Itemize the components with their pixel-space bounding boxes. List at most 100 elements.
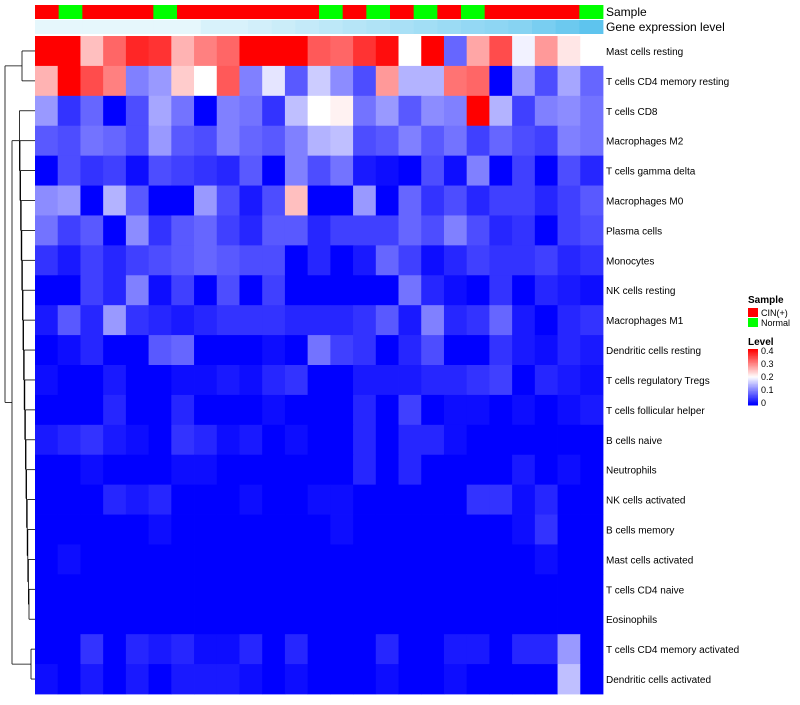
expression-annotation-cell (342, 20, 367, 34)
heatmap-cell (557, 305, 581, 336)
heatmap-cell (421, 185, 445, 216)
heatmap-cell (194, 36, 218, 67)
heatmap-cell (35, 215, 59, 246)
heatmap-cell (216, 275, 240, 306)
sample-annotation-cell (461, 5, 486, 19)
heatmap-cell (194, 604, 218, 635)
heatmap-cell (216, 514, 240, 545)
heatmap-cell (194, 454, 218, 486)
legend-sample-title: Sample (748, 295, 784, 306)
heatmap-cell (557, 424, 581, 456)
heatmap-cell (534, 634, 558, 665)
heatmap-cell (35, 365, 59, 396)
heatmap-cell (80, 634, 104, 665)
heatmap-cell (398, 185, 422, 216)
heatmap-cell (307, 215, 331, 246)
heatmap-cell (489, 484, 513, 515)
legend-gradient-step (748, 363, 758, 365)
heatmap-cell (262, 305, 286, 336)
heatmap-cell (375, 574, 399, 605)
heatmap-cell (307, 574, 331, 605)
heatmap-cell (284, 574, 309, 605)
heatmap-cell (443, 574, 468, 605)
heatmap-cell (171, 305, 195, 336)
heatmap-cell (103, 365, 127, 396)
heatmap-cell (239, 245, 263, 276)
heatmap-cell (466, 365, 490, 396)
heatmap-cell (353, 185, 377, 216)
expression-annotation-cell (366, 20, 391, 34)
heatmap-cell (398, 36, 422, 67)
heatmap-cell (466, 245, 490, 276)
heatmap-cell (57, 454, 81, 486)
legend-gradient-step (748, 360, 758, 363)
expression-annotation-cell (248, 20, 273, 34)
row-label: Monocytes (606, 256, 654, 267)
heatmap-cell (466, 335, 490, 366)
heatmap-cell (35, 36, 59, 67)
heatmap-cell (103, 574, 127, 605)
row-label: T cells follicular helper (606, 406, 705, 417)
heatmap-cell (239, 125, 263, 157)
legend-gradient-step (748, 374, 758, 377)
heatmap-cell (534, 604, 558, 635)
heatmap-cell (557, 36, 581, 67)
heatmap-cell (35, 305, 59, 336)
heatmap-cells (35, 36, 604, 695)
legend-gradient-step (748, 389, 758, 392)
sample-annotation-cell (390, 5, 415, 19)
legend-gradient-step (748, 396, 758, 399)
heatmap-cell (421, 215, 445, 246)
heatmap-cell (330, 365, 354, 396)
heatmap-cell (557, 245, 581, 276)
heatmap-cell (512, 155, 536, 186)
legend-tick-label: 0.1 (761, 385, 774, 395)
heatmap-cell (330, 155, 354, 186)
row-label: Macrophages M2 (606, 137, 684, 148)
heatmap-cell (398, 65, 422, 97)
heatmap-cell (443, 305, 468, 336)
heatmap-cell (398, 424, 422, 456)
heatmap-cell (239, 215, 263, 246)
heatmap-cell (148, 155, 172, 186)
row-label: Neutrophils (606, 466, 657, 477)
expression-annotation-cell (555, 20, 580, 34)
heatmap-cell (194, 514, 218, 545)
heatmap-cell (35, 335, 59, 366)
heatmap-cell (512, 365, 536, 396)
heatmap-cell (466, 664, 490, 695)
heatmap-cell (194, 125, 218, 157)
heatmap-cell (557, 634, 581, 665)
heatmap-cell (262, 424, 286, 456)
heatmap-cell (421, 125, 445, 157)
heatmap-cell (35, 65, 59, 97)
heatmap-cell (125, 604, 149, 635)
heatmap-cell (57, 125, 81, 157)
heatmap-cell (148, 36, 172, 67)
row-label: Macrophages M0 (606, 197, 684, 208)
heatmap-cell (353, 335, 377, 366)
heatmap-cell (35, 454, 59, 486)
heatmap-cell (148, 65, 172, 97)
heatmap-cell (512, 305, 536, 336)
heatmap-cell (534, 215, 558, 246)
heatmap-cell (375, 544, 399, 575)
heatmap-cell (262, 365, 286, 396)
legend-gradient-step (748, 402, 758, 405)
row-label: Mast cells resting (606, 47, 683, 58)
heatmap-cell (353, 215, 377, 246)
heatmap-cell (103, 664, 127, 695)
heatmap-cell (171, 36, 195, 67)
heatmap-cell (171, 394, 195, 426)
heatmap-cell (466, 424, 490, 456)
heatmap-cell (398, 544, 422, 575)
heatmap-cell (512, 424, 536, 456)
heatmap-cell (239, 394, 263, 426)
heatmap-cell (353, 424, 377, 456)
heatmap-cell (194, 634, 218, 665)
heatmap-cell (307, 275, 331, 306)
heatmap-cell (421, 394, 445, 426)
legend-gradient-step (748, 388, 758, 391)
heatmap-cell (398, 634, 422, 665)
heatmap-cell (262, 215, 286, 246)
